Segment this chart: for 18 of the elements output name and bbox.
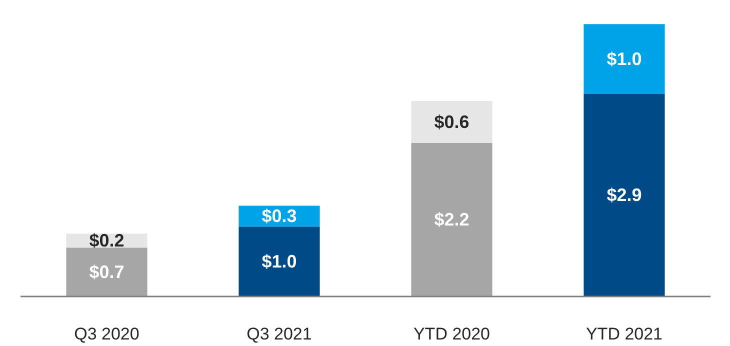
bar: [584, 94, 665, 296]
bar: [66, 248, 148, 296]
bar: [238, 226, 320, 296]
bar: [411, 100, 492, 143]
x-tick-label: YTD 2020: [413, 324, 490, 344]
data-label: $0.3: [262, 206, 297, 226]
data-label: $2.2: [434, 210, 470, 230]
data-label: $0.6: [434, 112, 470, 132]
data-label: $0.7: [89, 262, 124, 282]
x-tick-label: Q3 2021: [246, 324, 312, 344]
data-label: $1.0: [262, 252, 297, 272]
data-label: $2.9: [606, 185, 642, 206]
bar: [411, 142, 492, 296]
data-label: $1.0: [606, 49, 642, 70]
data-label: $0.2: [89, 230, 124, 251]
bar: [584, 24, 665, 94]
x-tick-label: YTD 2021: [586, 324, 663, 344]
x-tick-label: Q3 2020: [74, 324, 140, 344]
